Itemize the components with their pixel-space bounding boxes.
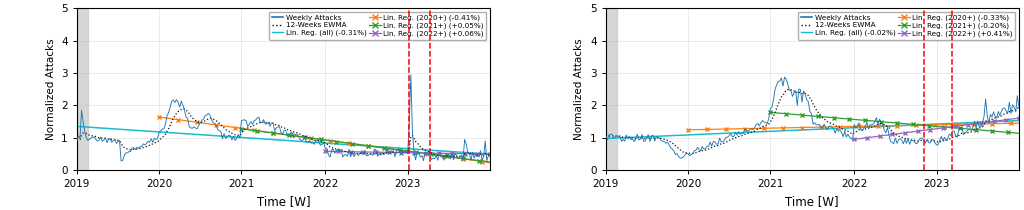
Y-axis label: Normalized Attacks: Normalized Attacks xyxy=(574,38,585,140)
Legend: Weekly Attacks, 12-Weeks EWMA, Lin. Reg. (all) (-0.31%), Lin. Reg. (2020+) (-0.4: Weekly Attacks, 12-Weeks EWMA, Lin. Reg.… xyxy=(269,12,486,40)
X-axis label: Time [W]: Time [W] xyxy=(785,195,839,208)
Bar xyxy=(77,8,88,170)
Y-axis label: Normalized Attacks: Normalized Attacks xyxy=(46,38,55,140)
Legend: Weekly Attacks, 12-Weeks EWMA, Lin. Reg. (all) (-0.02%), Lin. Reg. (2020+) (-0.3: Weekly Attacks, 12-Weeks EWMA, Lin. Reg.… xyxy=(798,12,1015,40)
X-axis label: Time [W]: Time [W] xyxy=(257,195,310,208)
Bar xyxy=(605,8,616,170)
